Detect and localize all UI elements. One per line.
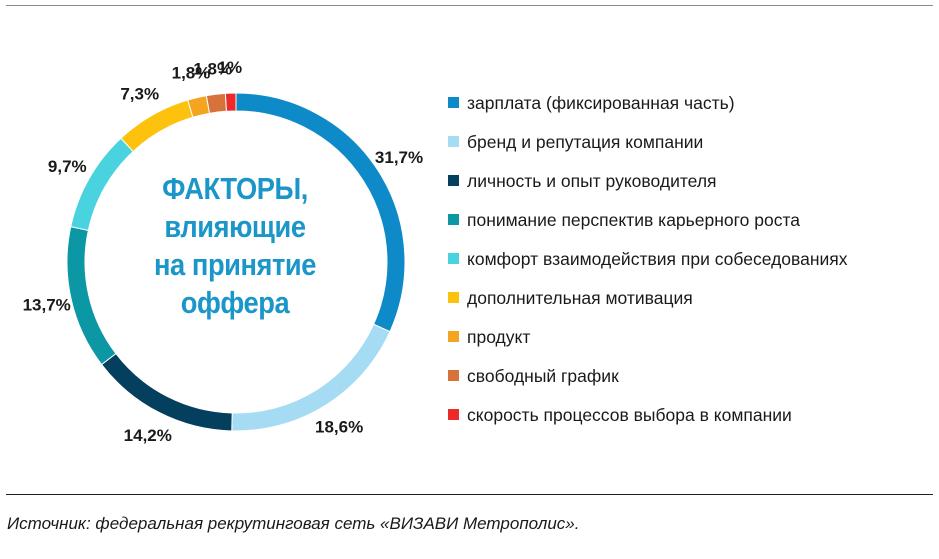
- top-divider: [6, 5, 933, 6]
- donut-slice: [205, 92, 228, 114]
- donut-slice: [70, 137, 134, 231]
- slice-value-label: 18,6%: [315, 417, 363, 436]
- legend-label: дополнительная мотивация: [467, 288, 693, 308]
- legend-swatch: [448, 214, 459, 225]
- legend-label: бренд и репутация компании: [467, 132, 704, 152]
- slice-value-label: 9,7%: [48, 157, 87, 176]
- legend-label: свободный график: [467, 366, 619, 386]
- slice-value-label: 1,8%: [193, 59, 232, 78]
- legend-swatch: [448, 370, 459, 381]
- chart-title: ФАКТОРЫ, влияющие на принятие оффера: [125, 170, 345, 322]
- slice-value-label: 31,7%: [375, 148, 423, 167]
- donut-slice: [66, 226, 117, 366]
- legend-label: скорость процессов выбора в компании: [467, 405, 792, 425]
- legend-swatch: [448, 136, 459, 147]
- legend-swatch: [448, 292, 459, 303]
- bottom-divider: [6, 494, 933, 495]
- legend-label: понимание перспектив карьерного роста: [467, 210, 800, 230]
- legend-swatch: [448, 175, 459, 186]
- legend-swatch: [448, 331, 459, 342]
- donut-slice: [100, 352, 233, 432]
- donut-slice: [231, 323, 391, 432]
- legend-label: личность и опыт руководителя: [467, 171, 717, 191]
- legend-swatch: [448, 97, 459, 108]
- donut-slice: [120, 99, 194, 153]
- donut-slice: [224, 92, 237, 112]
- chart-title-line-2: влияющие: [164, 209, 306, 244]
- slice-value-label: 14,2%: [124, 426, 172, 445]
- legend-label: продукт: [467, 327, 531, 347]
- slice-value-label: 1,8%: [172, 63, 211, 82]
- legend-label: комфорт взаимодействия при собеседования…: [467, 249, 848, 269]
- legend-label: зарплата (фиксированная часть): [467, 93, 735, 113]
- slice-value-label: 1%: [218, 58, 243, 77]
- source-note: Источник: федеральная рекрутинговая сеть…: [7, 514, 580, 533]
- chart-title-line-3: на принятие: [153, 247, 317, 282]
- legend-swatch: [448, 409, 459, 420]
- chart-title-line-4: оффера: [180, 285, 290, 320]
- slice-value-label: 13,7%: [23, 295, 71, 314]
- legend-swatch: [448, 253, 459, 264]
- chart-title-line-1: ФАКТОРЫ,: [162, 171, 308, 206]
- slice-value-label: 7,3%: [120, 85, 159, 104]
